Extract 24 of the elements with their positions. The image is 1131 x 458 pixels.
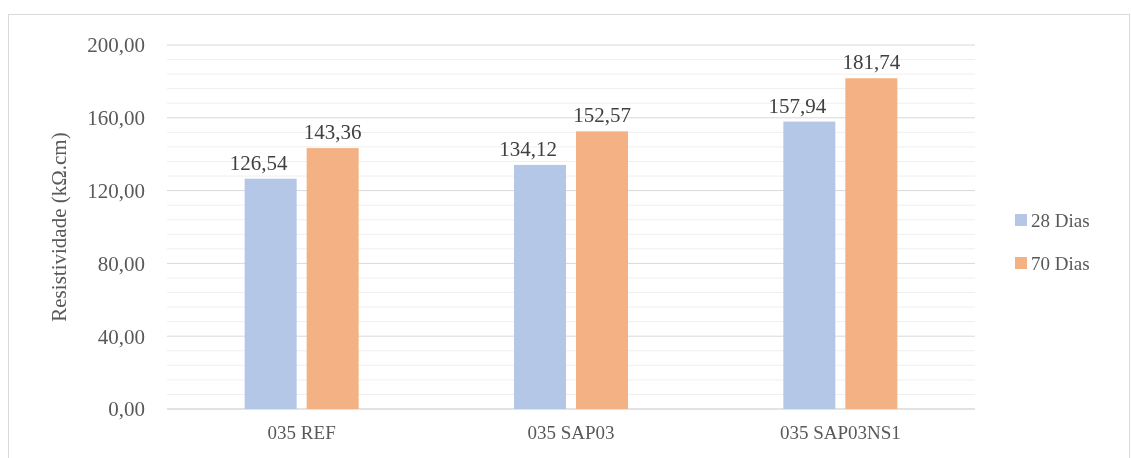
y-tick-label: 40,00 [97, 324, 145, 349]
bar [576, 131, 628, 409]
y-tick-label: 160,00 [87, 106, 145, 131]
legend-label: 70 Dias [1031, 252, 1090, 274]
x-tick-label: 035 REF [267, 422, 336, 443]
bar [244, 178, 297, 409]
y-axis-title: Resistividade (kΩ.cm) [47, 132, 71, 322]
data-label: 152,57 [573, 103, 631, 128]
y-tick-label: 200,00 [87, 33, 145, 58]
bar [845, 78, 898, 409]
x-tick-label: 035 SAP03NS1 [779, 422, 901, 443]
data-label: 134,12 [499, 136, 557, 161]
y-tick-label: 120,00 [87, 178, 145, 203]
x-tick-label: 035 SAP03 [527, 422, 615, 443]
data-label: 126,54 [229, 150, 289, 175]
bar [783, 121, 836, 409]
bar [306, 148, 359, 409]
y-tick-label: 80,00 [97, 251, 145, 276]
bar [514, 164, 566, 409]
data-label: 181,74 [842, 50, 901, 75]
legend-label: 28 Dias [1031, 209, 1090, 231]
y-tick-label: 0,00 [108, 397, 145, 422]
data-label: 143,36 [303, 120, 362, 145]
data-label: 157,94 [768, 93, 827, 118]
